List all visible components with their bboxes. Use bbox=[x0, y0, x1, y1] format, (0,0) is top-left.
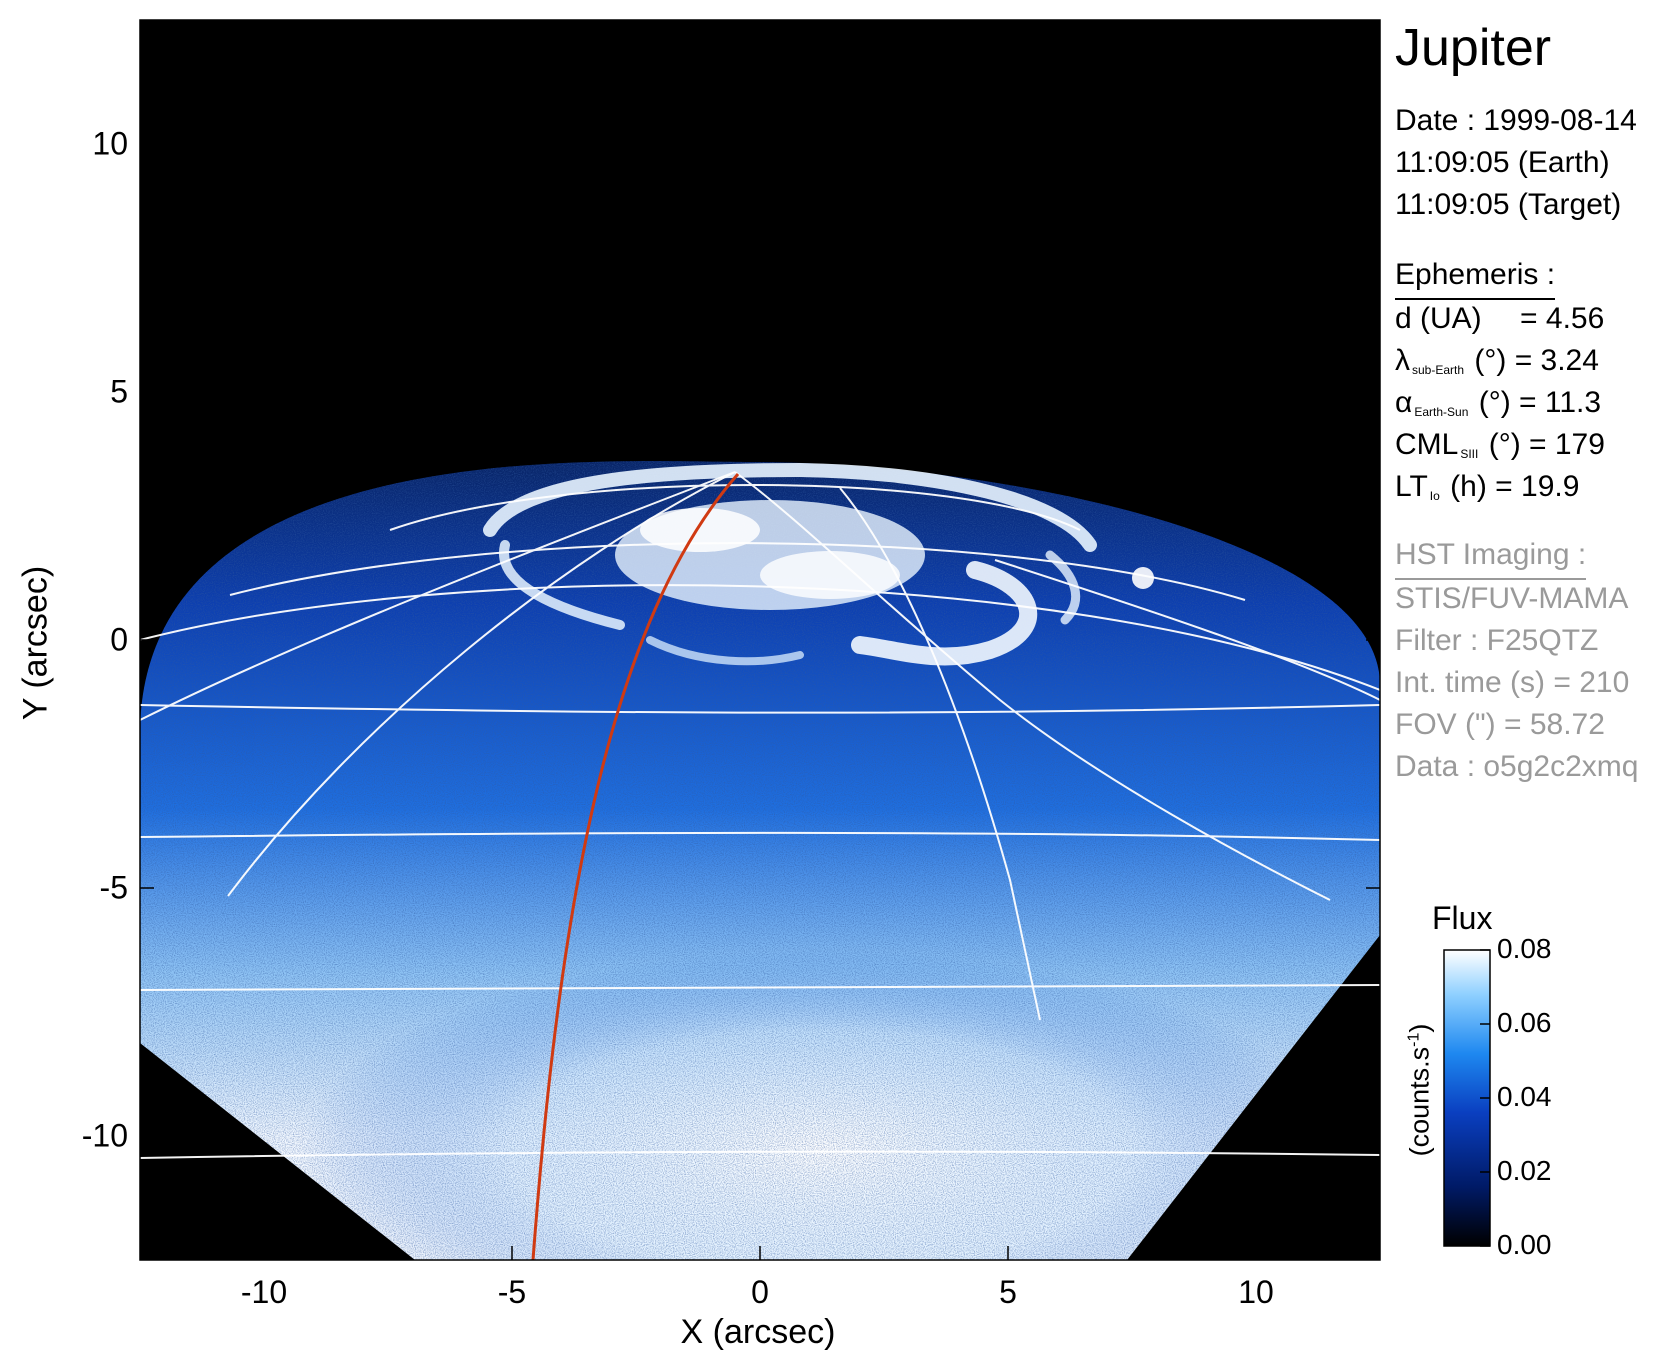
y-tick-label: 5 bbox=[110, 373, 128, 410]
lambda-value: (°) = 3.24 bbox=[1474, 344, 1599, 377]
hst-fov: FOV (") = 58.72 bbox=[1395, 708, 1605, 741]
alpha-value: (°) = 11.3 bbox=[1478, 386, 1602, 419]
cml-row: CML SIII (°) = 179 bbox=[1395, 424, 1605, 475]
y-tick-label: -5 bbox=[99, 869, 128, 906]
axis-ticks bbox=[140, 20, 1380, 1260]
colorbar-unit-close: ) bbox=[1404, 1023, 1435, 1033]
colorbar-tick-label: 0.04 bbox=[1497, 1081, 1552, 1112]
colorbar-unit-sup: -1 bbox=[1405, 1032, 1423, 1047]
target-time: 11:09:05 (Target) bbox=[1395, 188, 1622, 221]
hst-int-time: Int. time (s) = 210 bbox=[1395, 666, 1630, 699]
hst-instrument: STIS/FUV-MAMA bbox=[1395, 582, 1629, 615]
x-tick-label: 5 bbox=[999, 1274, 1017, 1310]
x-tick-label: -5 bbox=[497, 1274, 527, 1310]
lt-sub: Io bbox=[1429, 489, 1440, 503]
lambda-symbol: λ bbox=[1395, 344, 1410, 377]
colorbar-title: Flux bbox=[1432, 900, 1493, 936]
alpha-sub: Earth-Sun bbox=[1414, 405, 1469, 419]
colorbar-tick-label: 0.08 bbox=[1497, 933, 1552, 964]
lt-symbol: LT bbox=[1395, 470, 1428, 503]
distance-label: d (UA) bbox=[1395, 302, 1482, 335]
y-axis-label: Y (arcsec) bbox=[16, 565, 55, 721]
colorbar-tick-label: 0.02 bbox=[1497, 1155, 1552, 1186]
y-tick-label: 10 bbox=[92, 125, 128, 162]
colorbar-tick-label: 0.00 bbox=[1497, 1229, 1552, 1260]
ephemeris-header-text: Ephemeris : bbox=[1395, 254, 1556, 300]
y-tick-label: -10 bbox=[81, 1117, 128, 1154]
colorbar-unit: (counts.s-1) bbox=[1405, 1024, 1436, 1157]
alpha-symbol: α bbox=[1395, 386, 1413, 419]
cml-symbol: CML bbox=[1395, 428, 1459, 461]
lt-value: (h) = 19.9 bbox=[1450, 470, 1580, 503]
cml-sub: SIII bbox=[1460, 447, 1479, 461]
y-tick-label: 0 bbox=[110, 621, 128, 658]
distance-row: d (UA) = 4.56 bbox=[1395, 298, 1604, 340]
ephemeris-header: Ephemeris : bbox=[1395, 254, 1556, 300]
colorbar-unit-text: (counts.s bbox=[1404, 1046, 1435, 1157]
lambda-sub: sub-Earth bbox=[1412, 363, 1465, 377]
x-tick-label: 0 bbox=[751, 1274, 769, 1310]
lat-lon-grid bbox=[140, 471, 1380, 1159]
colorbar-tick-label: 0.06 bbox=[1497, 1007, 1552, 1038]
hst-header-text: HST Imaging : bbox=[1395, 534, 1587, 580]
phase-angle-row: α Earth-Sun (°) = 11.3 bbox=[1395, 382, 1601, 433]
cml-value: (°) = 179 bbox=[1488, 428, 1605, 461]
distance-value: = 4.56 bbox=[1520, 302, 1605, 335]
target-title: Jupiter bbox=[1395, 19, 1552, 77]
earth-time: 11:09:05 (Earth) bbox=[1395, 146, 1610, 179]
hst-data-id: Data : o5g2c2xmq bbox=[1395, 750, 1639, 783]
hst-filter: Filter : F25QTZ bbox=[1395, 624, 1599, 657]
date-line: Date : 1999-08-14 bbox=[1395, 104, 1637, 137]
hst-header: HST Imaging : bbox=[1395, 534, 1587, 580]
x-axis-label: X (arcsec) bbox=[680, 1313, 836, 1351]
colorbar-ticks bbox=[1480, 949, 1490, 1247]
x-tick-label: 10 bbox=[1238, 1274, 1274, 1310]
x-tick-label: -10 bbox=[240, 1274, 288, 1310]
central-meridian-line bbox=[531, 473, 740, 1260]
local-time-row: LT Io (h) = 19.9 bbox=[1395, 466, 1579, 517]
sub-earth-lat-row: λ sub-Earth (°) = 3.24 bbox=[1395, 340, 1599, 391]
